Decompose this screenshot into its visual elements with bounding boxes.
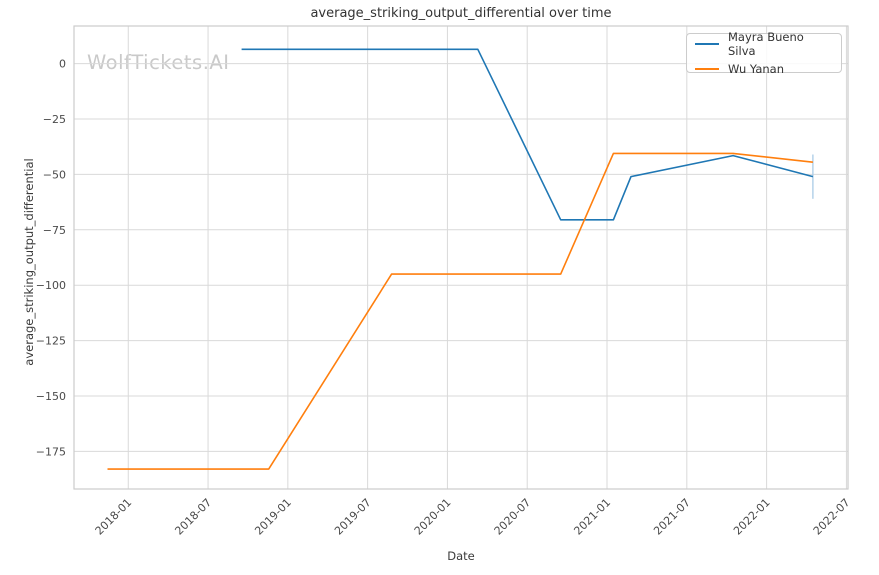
y-tick-label: −75 [43, 224, 66, 237]
y-tick-label: −100 [36, 279, 66, 292]
y-tick-label: −50 [43, 168, 66, 181]
x-tick-label: 2021-01 [571, 496, 613, 538]
series-line-1 [241, 48, 814, 221]
y-tick-label: −150 [36, 390, 66, 403]
plot-border [73, 25, 849, 490]
y-tick-label: −175 [36, 445, 66, 458]
y-tick-label: 0 [59, 58, 66, 71]
series-line-2 [107, 152, 813, 470]
legend-label: Wu Yanan [728, 62, 785, 76]
chart-title: average_striking_output_differential ove… [310, 6, 612, 21]
x-tick-label: 2019-07 [332, 496, 374, 538]
watermark-text: WolfTickets.AI [87, 51, 230, 74]
x-tick-label: 2022-01 [731, 496, 773, 538]
legend: Mayra Bueno Silva Wu Yanan [686, 30, 842, 76]
legend-swatch [695, 43, 719, 45]
legend-item: Mayra Bueno Silva [695, 30, 833, 58]
y-axis-label: average_striking_output_differential [22, 158, 36, 366]
x-tick-label: 2020-07 [492, 496, 534, 538]
x-tick-label: 2022-07 [811, 496, 853, 538]
x-tick-label: 2021-07 [651, 496, 693, 538]
x-axis-label: Date [447, 549, 475, 563]
legend-label: Mayra Bueno Silva [728, 30, 804, 58]
x-tick-label: 2018-01 [93, 496, 135, 538]
x-tick-label: 2019-01 [252, 496, 294, 538]
x-tick-label: 2020-01 [412, 496, 454, 538]
y-tick-label: −125 [36, 335, 66, 348]
y-tick-label: −25 [43, 113, 66, 126]
legend-swatch [695, 68, 719, 70]
x-tick-label: 2018-07 [172, 496, 214, 538]
legend-item: Wu Yanan [695, 62, 833, 76]
